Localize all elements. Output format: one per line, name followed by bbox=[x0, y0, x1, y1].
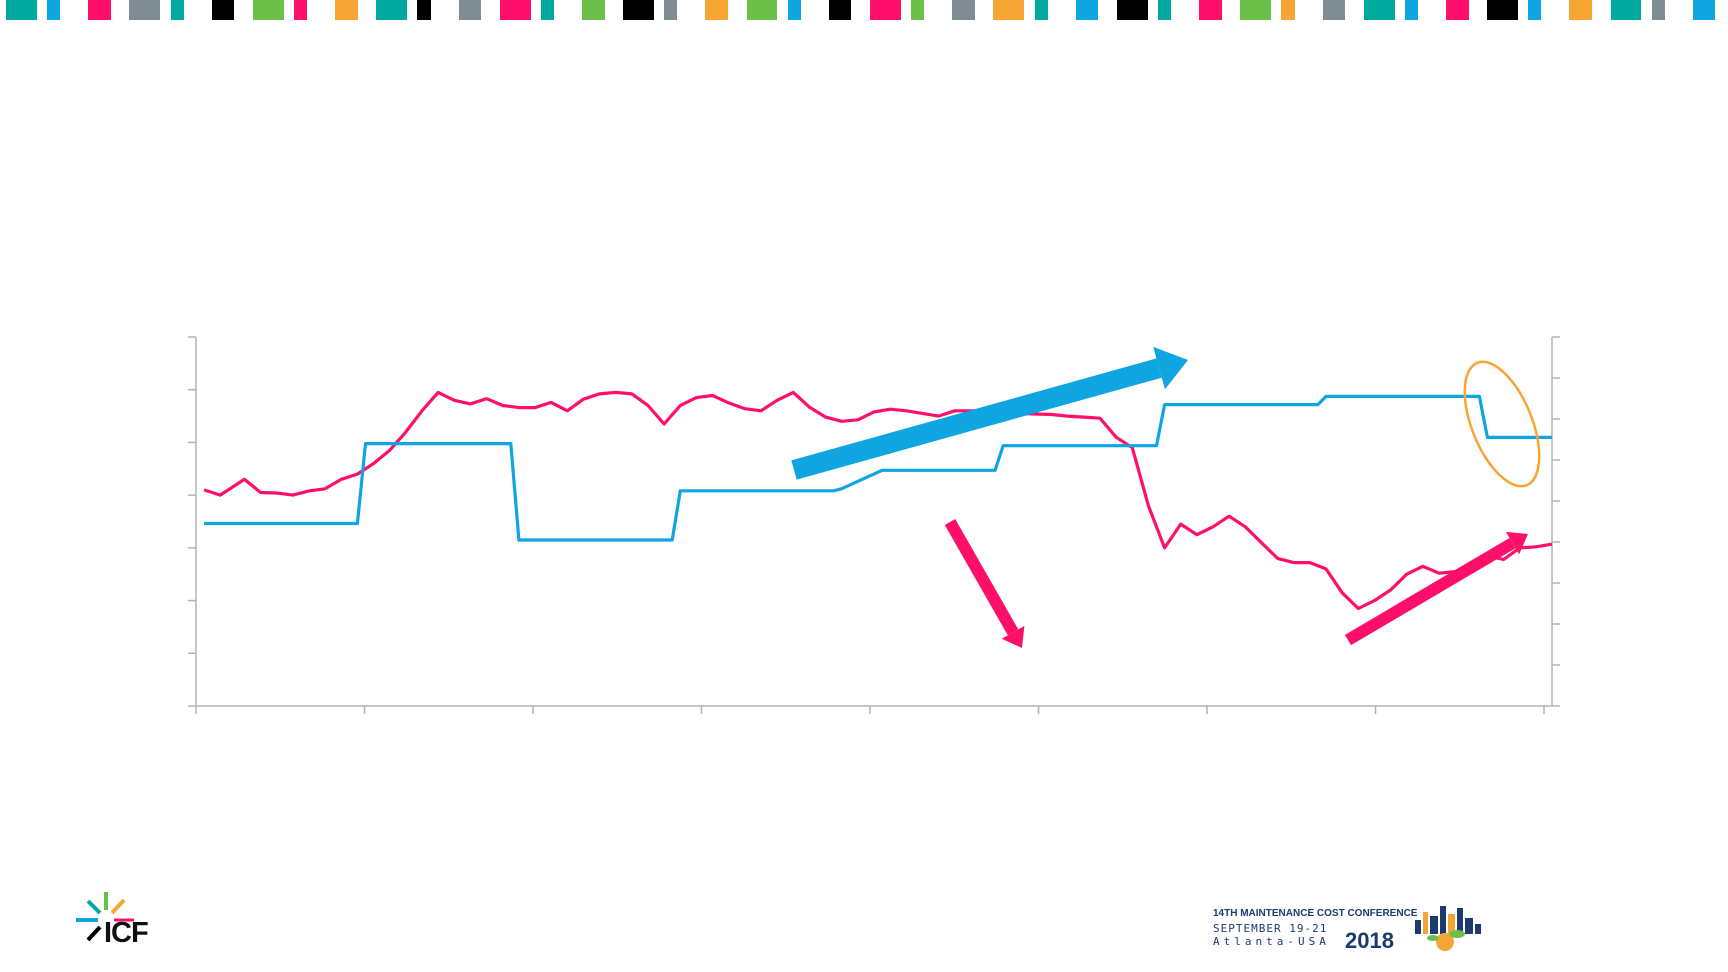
color-bar-segment bbox=[1692, 0, 1716, 20]
color-bar-segment bbox=[211, 0, 235, 20]
color-bar-segment bbox=[1158, 0, 1172, 20]
color-bar-segment bbox=[582, 0, 605, 20]
color-bar-segment bbox=[1610, 0, 1642, 20]
color-bar-segment bbox=[88, 0, 111, 20]
conference-logo: 14TH MAINTENANCE COST CONFERENCE SEPTEMB… bbox=[1205, 890, 1505, 960]
color-bar-segment bbox=[1404, 0, 1418, 20]
color-bar-segment bbox=[1363, 0, 1395, 20]
blue-up-arrow-head bbox=[1153, 346, 1188, 390]
color-bar-segment bbox=[911, 0, 925, 20]
color-bar-segment bbox=[129, 0, 161, 20]
icf-logo bbox=[72, 886, 168, 946]
chart-series bbox=[203, 390, 1553, 611]
color-bar-segment bbox=[376, 0, 408, 20]
color-bar-segment bbox=[1075, 0, 1099, 20]
color-bar-segment bbox=[1322, 0, 1346, 20]
color-bar-segment bbox=[746, 0, 778, 20]
decorative-color-bar bbox=[0, 0, 1728, 20]
color-bar-segment bbox=[6, 0, 37, 20]
icf-burst-icon bbox=[76, 892, 134, 942]
color-bar-segment bbox=[1116, 0, 1148, 20]
color-bar-segment bbox=[1034, 0, 1048, 20]
color-bar-segment bbox=[417, 0, 431, 20]
color-bar-segment bbox=[1446, 0, 1469, 20]
pink-up-arrow-shaft bbox=[1344, 537, 1516, 646]
color-bar-segment bbox=[1281, 0, 1295, 20]
color-bar-segment bbox=[1240, 0, 1272, 20]
conference-location: Atlanta-USA bbox=[1213, 935, 1330, 948]
color-bar-segment bbox=[458, 0, 482, 20]
pink-down-arrow-head bbox=[1001, 625, 1025, 648]
color-bar-segment bbox=[952, 0, 975, 20]
color-bar-segment bbox=[47, 0, 61, 20]
conference-dates: SEPTEMBER 19-21 bbox=[1213, 922, 1328, 935]
color-bar-segment bbox=[993, 0, 1025, 20]
color-bar-segment bbox=[1487, 0, 1518, 20]
color-bar-segment bbox=[623, 0, 654, 20]
color-bar-segment bbox=[294, 0, 308, 20]
conference-year: 2018 bbox=[1345, 928, 1394, 953]
color-bar-segment bbox=[170, 0, 184, 20]
pink-down-arrow-shaft bbox=[944, 519, 1019, 636]
city-skyline-icon bbox=[1415, 906, 1481, 951]
color-bar-segment bbox=[499, 0, 531, 20]
conference-title: 14TH MAINTENANCE COST CONFERENCE bbox=[1213, 908, 1418, 919]
chart-axes bbox=[188, 336, 1560, 714]
orange-highlight-ellipse bbox=[1463, 360, 1541, 488]
color-bar-segment bbox=[705, 0, 729, 20]
color-bar-segment bbox=[664, 0, 678, 20]
color-bar-segment bbox=[1199, 0, 1222, 20]
color-bar-segment bbox=[828, 0, 852, 20]
color-bar-segment bbox=[787, 0, 801, 20]
color-bar-segment bbox=[335, 0, 358, 20]
color-bar-segment bbox=[1528, 0, 1542, 20]
color-bar-segment bbox=[252, 0, 284, 20]
chart-annotations bbox=[791, 346, 1541, 648]
blue-series-line bbox=[204, 394, 1552, 542]
color-bar-segment bbox=[870, 0, 901, 20]
color-bar-segment bbox=[1651, 0, 1665, 20]
icf-logo-text: ICF bbox=[104, 917, 149, 949]
pink-up-arrow-head bbox=[1505, 531, 1528, 555]
blue-up-arrow-shaft bbox=[791, 358, 1162, 480]
pink-series-line bbox=[203, 390, 1553, 611]
color-bar-segment bbox=[540, 0, 554, 20]
color-bar-segment bbox=[1569, 0, 1593, 20]
